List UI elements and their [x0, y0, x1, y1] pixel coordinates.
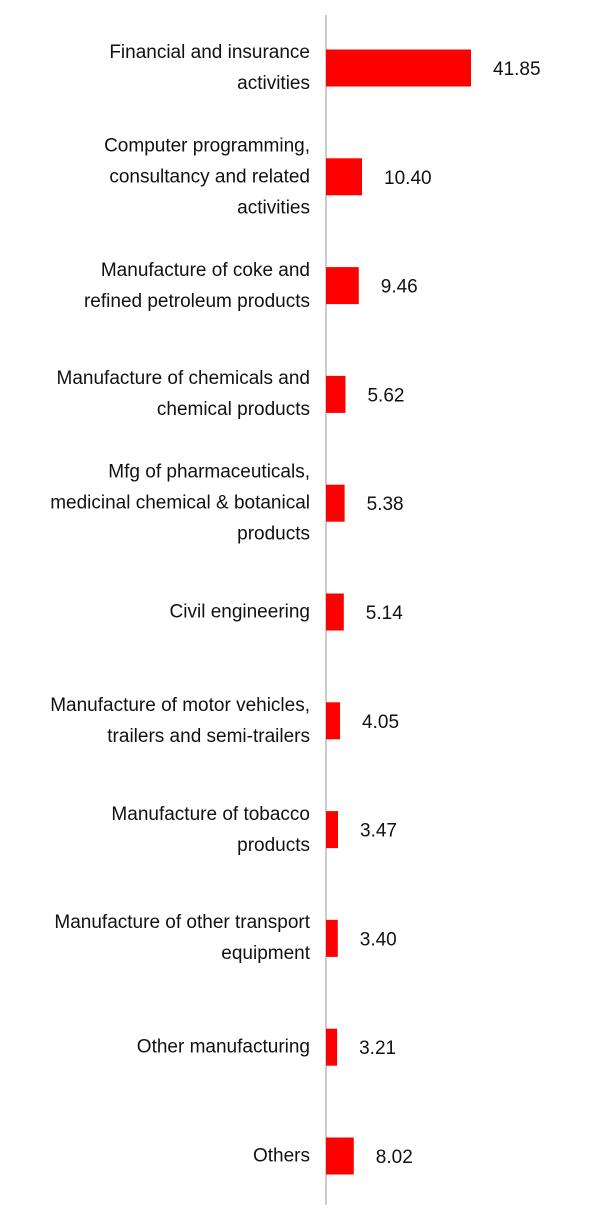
category-label: Manufacture of motor vehicles, trailers … [50, 694, 310, 747]
bar [326, 593, 344, 631]
bar [326, 919, 338, 957]
category-label: Civil engineering [169, 601, 310, 623]
category-label: Financial and insurance activities [109, 42, 310, 94]
value-label: 10.40 [384, 168, 432, 189]
value-label: 9.46 [381, 277, 418, 298]
category-label: Mfg of pharmaceuticals, medicinal chemic… [50, 461, 310, 545]
bar [326, 1028, 338, 1066]
value-label: 8.02 [376, 1147, 413, 1168]
category-label: Manufacture of other transport equipment [54, 912, 310, 965]
value-label: 5.14 [366, 603, 403, 624]
category-label: Manufacture of coke and refined petroleu… [83, 259, 310, 312]
value-label: 3.40 [360, 929, 397, 950]
bar [326, 484, 345, 522]
bar [326, 375, 346, 413]
category-label: Manufacture of tobacco products [111, 803, 310, 856]
category-label: Others [252, 1145, 310, 1167]
category-label: Manufacture of chemicals and chemical pr… [56, 368, 310, 421]
bar [326, 1137, 354, 1175]
value-label: 41.85 [493, 59, 541, 80]
bar [326, 267, 359, 305]
bar [326, 811, 339, 849]
bar [326, 702, 341, 740]
value-label: 5.62 [367, 385, 404, 406]
value-label: 3.47 [360, 821, 397, 842]
bar [326, 49, 471, 87]
category-label: Computer programming, consultancy and re… [104, 135, 310, 219]
category-label: Other manufacturing [136, 1036, 310, 1058]
value-label: 5.38 [367, 494, 404, 515]
value-label: 3.21 [359, 1038, 396, 1059]
value-label: 4.05 [362, 712, 399, 733]
bar [326, 158, 363, 196]
